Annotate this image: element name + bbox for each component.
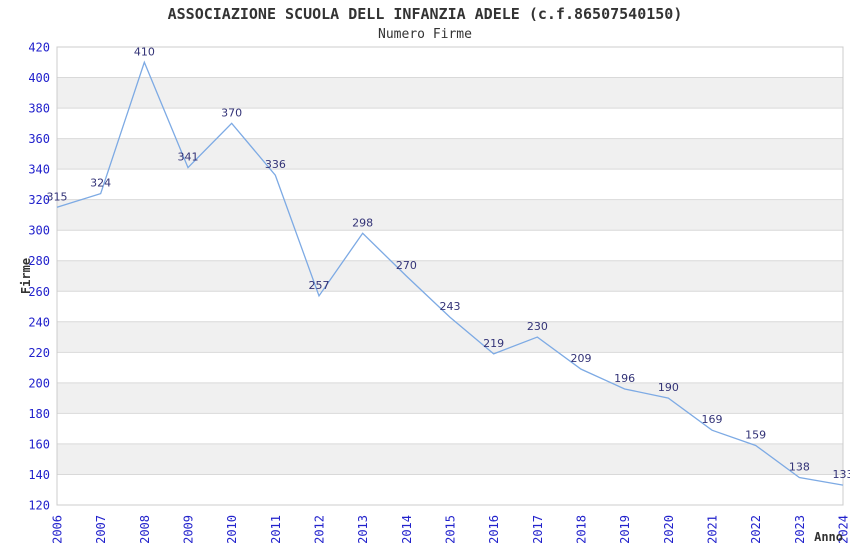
data-point-label: 315 — [47, 190, 68, 203]
x-tick-label: 2007 — [94, 515, 108, 544]
plot-border — [56, 46, 844, 506]
y-tick-label: 420 — [28, 41, 50, 55]
y-tick-label: 380 — [28, 102, 50, 116]
x-tick-label: 2023 — [793, 515, 807, 544]
y-tick-label: 300 — [28, 224, 50, 238]
data-point-label: 138 — [789, 461, 810, 474]
chart-subtitle: Numero Firme — [378, 27, 472, 42]
y-axis-title: Firme — [19, 258, 33, 294]
y-tick-label: 400 — [28, 71, 50, 85]
data-point-label: 169 — [702, 413, 723, 426]
grid-band — [57, 260, 843, 292]
y-tick-label: 360 — [28, 132, 50, 146]
y-tick-label: 140 — [28, 468, 50, 482]
data-point-label: 243 — [440, 300, 461, 313]
y-tick-label: 340 — [28, 163, 50, 177]
data-point-label: 219 — [483, 337, 504, 350]
chart-title: ASSOCIAZIONE SCUOLA DELL INFANZIA ADELE … — [167, 5, 683, 23]
x-tick-label: 2020 — [662, 515, 676, 544]
y-tick-label: 180 — [28, 407, 50, 421]
data-point-label: 159 — [745, 428, 766, 441]
grid-band — [57, 199, 843, 231]
grid-band — [57, 77, 843, 109]
data-point-label: 324 — [90, 177, 111, 190]
series-line — [56, 60, 844, 486]
x-tick-label: 2024 — [837, 515, 850, 544]
data-point-label: 133 — [833, 468, 850, 481]
x-tick-label: 2011 — [269, 515, 283, 544]
data-point-label: 341 — [178, 151, 199, 164]
x-tick-label: 2021 — [706, 515, 720, 544]
x-axis-title: Anno — [814, 530, 843, 544]
x-tick-label: 2018 — [575, 515, 589, 544]
data-point-label: 270 — [396, 259, 417, 272]
grid-band — [57, 382, 843, 414]
x-tick-label: 2017 — [531, 515, 545, 544]
x-tick-label: 2012 — [313, 515, 327, 544]
data-point-label: 230 — [527, 320, 548, 333]
data-point-label: 196 — [614, 372, 635, 385]
x-tick-label: 2014 — [400, 515, 414, 544]
y-tick-label: 320 — [28, 193, 50, 207]
data-point-label: 257 — [309, 279, 330, 292]
x-tick-label: 2015 — [444, 515, 458, 544]
grid-band — [57, 443, 843, 475]
y-tick-label: 280 — [28, 254, 50, 268]
x-tick-label: 2010 — [225, 515, 239, 544]
data-point-label: 298 — [352, 216, 373, 229]
x-tick-label: 2016 — [487, 515, 501, 544]
y-tick-label: 160 — [28, 437, 50, 451]
y-tick-label: 200 — [28, 376, 50, 390]
data-point-label: 370 — [221, 106, 242, 119]
data-point-label: 336 — [265, 158, 286, 171]
x-tick-label: 2013 — [356, 515, 370, 544]
x-tick-label: 2009 — [182, 515, 196, 544]
y-tick-label: 220 — [28, 346, 50, 360]
y-tick-label: 240 — [28, 315, 50, 329]
data-point-label: 209 — [571, 352, 592, 365]
y-tick-label: 120 — [28, 499, 50, 513]
x-tick-label: 2008 — [138, 515, 152, 544]
grid-band — [57, 321, 843, 353]
data-point-label: 410 — [134, 45, 155, 58]
x-tick-label: 2006 — [51, 515, 65, 544]
data-point-label: 190 — [658, 381, 679, 394]
x-tick-label: 2022 — [749, 515, 763, 544]
x-tick-label: 2019 — [618, 515, 632, 544]
grid-band — [57, 138, 843, 170]
y-tick-label: 260 — [28, 285, 50, 299]
